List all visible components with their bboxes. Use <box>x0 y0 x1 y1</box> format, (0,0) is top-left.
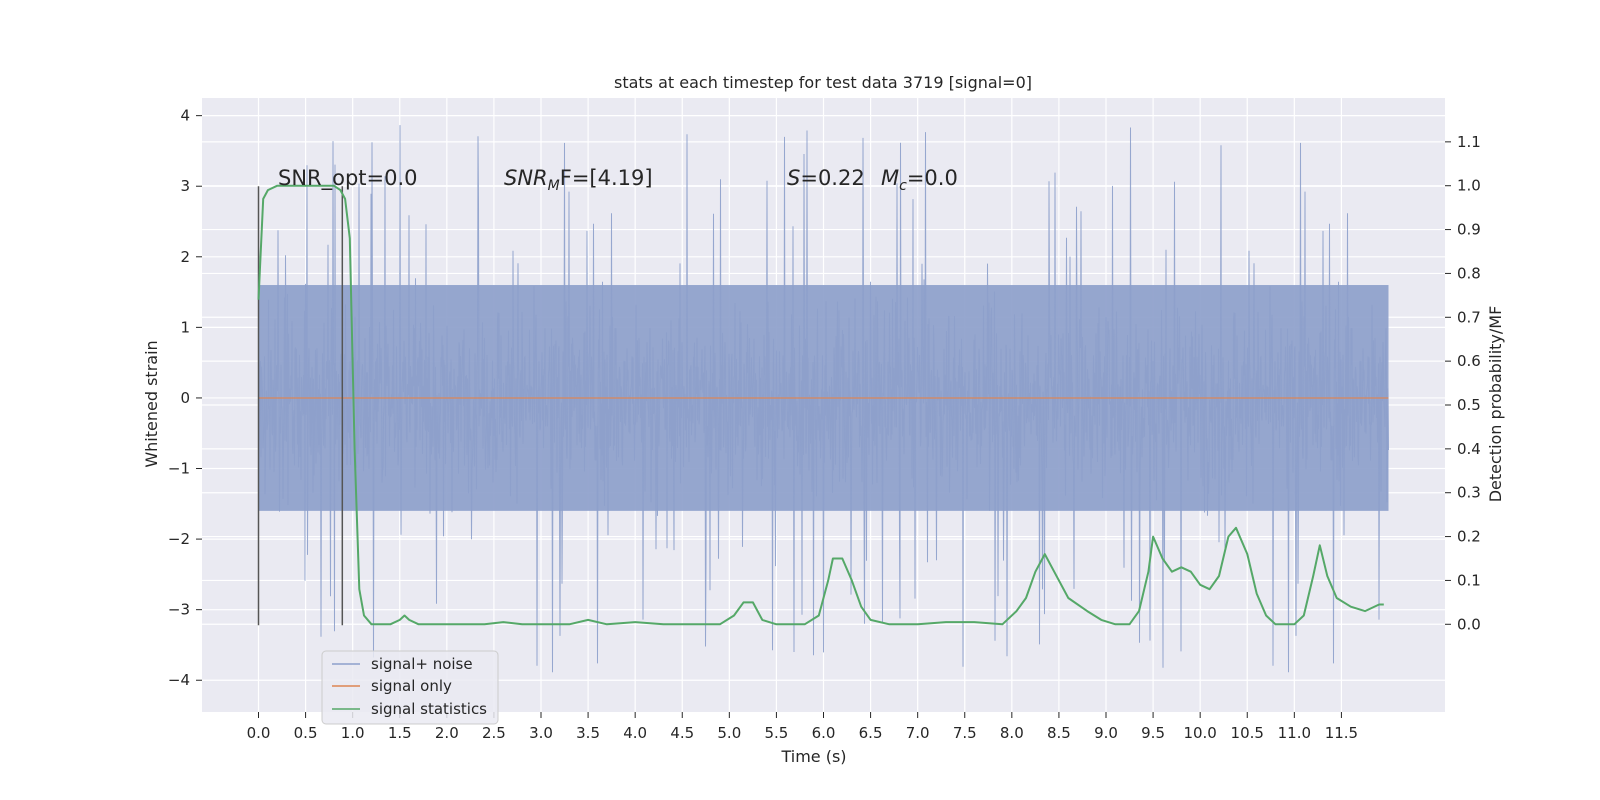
noise-trace <box>258 125 1389 673</box>
y2-tick-label: 0.8 <box>1457 264 1481 282</box>
y2-tick-label: 0.4 <box>1457 440 1481 458</box>
legend-label-signal-noise: signal+ noise <box>371 655 473 673</box>
x-tick-label: 5.5 <box>764 724 788 742</box>
x-tick-label: 9.5 <box>1141 724 1165 742</box>
y2-tick-label: 0.3 <box>1457 484 1481 502</box>
series-signal-statistics <box>257 184 1384 626</box>
legend-label-signal-statistics: signal statistics <box>371 700 487 718</box>
y-tick-label: 4 <box>180 107 190 125</box>
y-tick-label: 1 <box>180 318 190 336</box>
annotation-s-name: S <box>787 166 800 190</box>
y-tick-label: 0 <box>180 389 190 407</box>
annotation-mc-sub: c <box>899 178 907 194</box>
x-tick-label: 10.5 <box>1231 724 1264 742</box>
x-tick-label: 7.5 <box>953 724 977 742</box>
x-tick-label: 4.0 <box>623 724 647 742</box>
x-tick-label: 3.0 <box>529 724 553 742</box>
y-tick-label: 3 <box>180 177 190 195</box>
x-tick-label: 0.5 <box>294 724 318 742</box>
window-markers <box>257 186 344 626</box>
y2-tick-label: 0.7 <box>1457 308 1481 326</box>
x-tick-label: 8.0 <box>1000 724 1024 742</box>
y-axis-label: Whitened strain <box>142 340 161 467</box>
y2-tick-label: 0.2 <box>1457 528 1481 546</box>
x-tick-label: 11.0 <box>1278 724 1311 742</box>
x-tick-label: 0.0 <box>247 724 271 742</box>
y2-tick-label: 0.5 <box>1457 396 1481 414</box>
annotation-snr-mf-sub: M <box>548 178 560 194</box>
x-tick-label: 6.0 <box>812 724 836 742</box>
annotation-snr-opt: SNR_opt=0.0 <box>278 166 418 191</box>
y-tick-label: −3 <box>168 601 190 619</box>
y2-tick-label: 0.6 <box>1457 352 1481 370</box>
y-tick-label: −4 <box>168 671 190 689</box>
y-tick-label: −2 <box>168 530 190 548</box>
x-tick-label: 11.5 <box>1325 724 1358 742</box>
signal-statistics-line <box>257 184 1384 626</box>
y-tick-label: −1 <box>168 460 190 478</box>
x-tick-label: 10.0 <box>1183 724 1216 742</box>
y2-axis-label: Detection probability/MF <box>1486 306 1505 503</box>
y-axis-ticks: 4 3 2 1 0 −1 −2 −3 −4 <box>168 107 202 689</box>
annotation-snr-mf-name: SNR <box>504 166 548 190</box>
y-tick-label: 2 <box>180 248 190 266</box>
annotation-mc-value: =0.0 <box>907 166 958 190</box>
y2-tick-label: 0.0 <box>1457 615 1481 633</box>
x-tick-label: 1.0 <box>341 724 365 742</box>
x-tick-label: 8.5 <box>1047 724 1071 742</box>
annotation-mc-name: M <box>881 166 899 190</box>
chart-title: stats at each timestep for test data 371… <box>614 73 1032 92</box>
x-tick-label: 6.5 <box>859 724 883 742</box>
x-axis-ticks: 0.0 0.5 1.0 1.5 2.0 2.5 3.0 3.5 4.0 4.5 5.0 5.5 6.0 6… <box>247 712 1358 742</box>
x-tick-label: 2.5 <box>482 724 506 742</box>
x-tick-label: 1.5 <box>388 724 412 742</box>
x-tick-label: 9.0 <box>1094 724 1118 742</box>
y2-tick-label: 0.1 <box>1457 571 1481 589</box>
y2-tick-label: 1.1 <box>1457 133 1481 151</box>
annotation-s: S=0.22 <box>787 166 865 190</box>
annotation-snr-mf: SNRMF=[4.19] <box>504 166 653 194</box>
legend: signal+ noise signal only signal statist… <box>321 650 499 725</box>
legend-box <box>321 650 499 725</box>
x-tick-label: 7.0 <box>906 724 930 742</box>
x-tick-label: 5.0 <box>717 724 741 742</box>
y2-axis-ticks: 1.1 1.0 0.9 0.8 0.7 0.6 0.5 0.4 0.3 0.2 0.1 0.0 <box>1445 133 1481 633</box>
x-tick-label: 2.0 <box>435 724 459 742</box>
y2-tick-label: 1.0 <box>1457 177 1481 195</box>
x-tick-label: 4.5 <box>670 724 694 742</box>
annotation-s-value: =0.22 <box>800 166 864 190</box>
y2-tick-label: 0.9 <box>1457 221 1481 239</box>
legend-label-signal-only: signal only <box>371 677 452 695</box>
annotation-snr-mf-rest: F=[4.19] <box>560 166 653 190</box>
x-tick-label: 3.5 <box>576 724 600 742</box>
x-axis-label: Time (s) <box>780 747 846 766</box>
annotation-mc: Mc=0.0 <box>881 166 958 194</box>
